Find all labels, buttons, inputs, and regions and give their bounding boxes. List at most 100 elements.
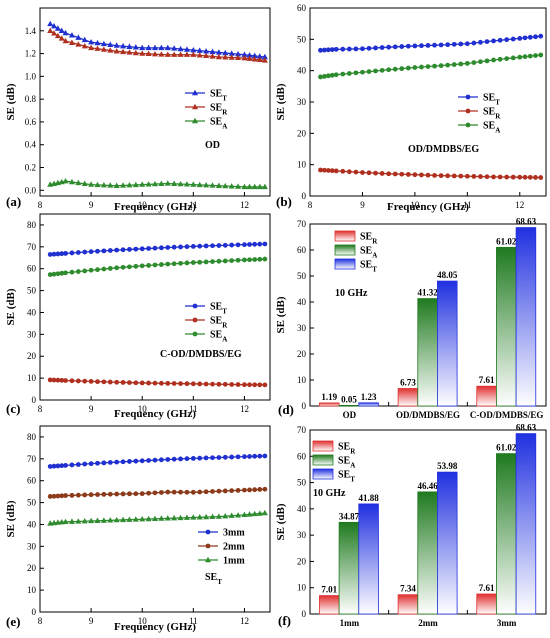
data-point [216,381,222,387]
bar [319,595,340,615]
data-point [107,491,113,497]
data-point [325,73,331,79]
data-point [62,37,69,44]
legend-marker [192,331,198,337]
legend: 3mm 2mm 1mm [198,528,245,567]
legend-swatch [334,244,356,256]
data-point [51,463,57,469]
data-point [366,45,372,51]
data-point [222,182,229,189]
data-point [120,264,126,270]
legend-label: SER [210,316,228,330]
data-point [538,175,544,180]
data-point [101,491,107,497]
data-point [127,459,132,464]
data-point [95,248,100,254]
data-point [196,47,203,53]
x-tick-label: 11 [463,200,472,210]
data-point [491,174,496,180]
data-point [47,272,53,278]
data-point [51,271,57,277]
data-point [318,47,323,53]
data-point [210,243,215,249]
data-point [262,256,268,262]
data-point [158,457,164,463]
data-point [203,381,209,387]
data-point [203,52,210,59]
y-tick-label: 0.0 [25,185,37,195]
data-point [63,462,68,468]
data-point [242,257,247,263]
data-point [235,487,241,493]
data-point [379,45,385,50]
data-point [63,378,68,383]
data-point [373,45,378,51]
data-point [419,43,424,49]
data-point [216,258,222,264]
data-point [241,183,248,190]
data-point [229,242,235,248]
data-point [126,181,133,188]
bar [417,298,438,407]
legend-label: 2mm [223,542,245,553]
data-point [165,261,171,267]
panel-label: (c) [6,401,20,416]
data-point [261,53,268,60]
legend-marker [192,303,198,309]
legend-label: 3mm [223,528,245,539]
data-point [252,382,258,388]
data-point [203,455,209,461]
data-point [120,491,126,497]
y-tick-label: 0.2 [25,163,36,173]
data-point [222,242,228,248]
data-point [152,44,158,51]
data-point [59,493,65,499]
bar-value-label: 7.61 [479,375,495,385]
data-point [139,246,145,252]
data-point [373,170,378,176]
bar-value-label: 41.88 [358,493,379,503]
data-point [114,459,120,465]
data-point [58,27,65,33]
data-point [222,381,228,387]
y-tick-label: 0 [302,401,307,411]
data-point [94,39,101,46]
y-tick-label: 10 [297,375,307,385]
y-tick-label: 0 [32,607,37,617]
data-point [464,173,470,179]
x-tick-label: 10 [138,200,148,210]
data-point [340,71,346,77]
data-point [222,454,228,460]
data-point [171,51,178,57]
data-point [190,489,196,495]
y-tick-label: 10 [27,373,37,383]
data-point [152,457,158,463]
data-point [210,455,215,461]
legend-swatch [312,468,334,480]
bar-value-label: 61.02 [496,443,517,453]
series-line [49,23,265,58]
data-point [241,51,248,57]
data-point [222,49,229,56]
bar [437,471,458,615]
series-SER [47,377,268,388]
data-point [261,509,268,516]
data-point [399,66,405,72]
data-point [318,74,323,80]
series-SEA [47,177,268,190]
data-point [484,39,490,45]
data-point [235,257,241,263]
y-tick-label: 70 [27,242,37,252]
data-point [69,492,75,498]
x-tick-label: 9 [89,404,94,414]
data-point [47,377,53,383]
data-point [51,251,57,257]
data-point [216,243,222,248]
data-point [497,37,503,43]
data-point [146,490,152,496]
data-point [184,456,190,462]
data-point [241,54,248,61]
data-point [196,181,203,188]
